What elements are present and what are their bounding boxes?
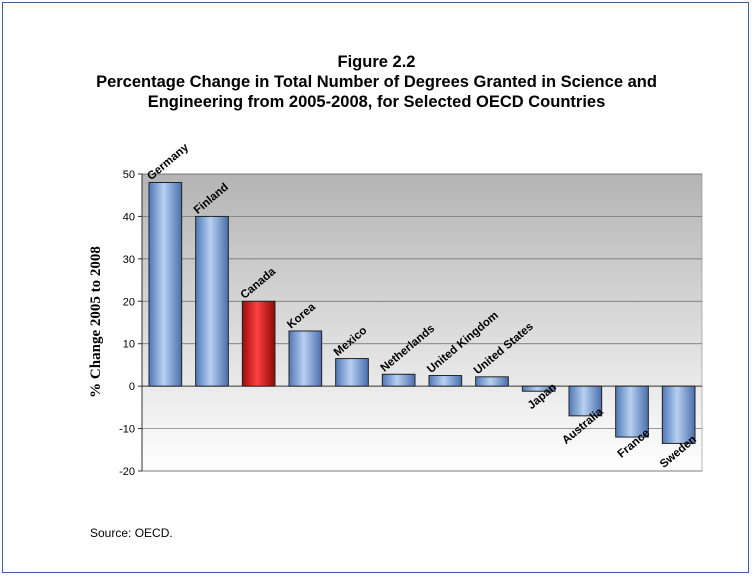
y-tick-label: -20 (119, 466, 135, 478)
bar-united-states (475, 376, 509, 387)
bar-france (615, 385, 649, 438)
y-tick-label: 50 (123, 169, 135, 181)
bar-germany (148, 181, 183, 387)
bar-mexico (335, 358, 369, 387)
bar-sweden (661, 385, 696, 444)
bar-australia (568, 385, 603, 417)
y-tick-label: 20 (123, 296, 135, 308)
y-tick-label: -10 (119, 424, 135, 436)
y-tick-label: 40 (123, 211, 135, 223)
chart-subtitle-line-1: Percentage Change in Total Number of Deg… (96, 73, 657, 91)
chart-title-block: Figure 2.2 Percentage Change in Total Nu… (0, 52, 753, 112)
y-axis-label: % Change 2005 to 2008 (88, 246, 104, 398)
y-tick-label: 0 (129, 381, 135, 393)
chart-title: Figure 2.2 (337, 53, 416, 71)
bar-finland (195, 215, 229, 387)
bar-united-kingdom (428, 375, 463, 387)
bar-japan (521, 385, 556, 392)
chart-subtitle-line-2: Engineering from 2005-2008, for Selected… (147, 93, 606, 111)
bar-korea (288, 330, 323, 387)
y-tick-label: 10 (123, 339, 135, 351)
source-note: Source: OECD. (90, 526, 173, 540)
bar-canada (241, 300, 276, 387)
bar-netherlands (381, 373, 416, 387)
y-tick-label: 30 (123, 254, 135, 266)
